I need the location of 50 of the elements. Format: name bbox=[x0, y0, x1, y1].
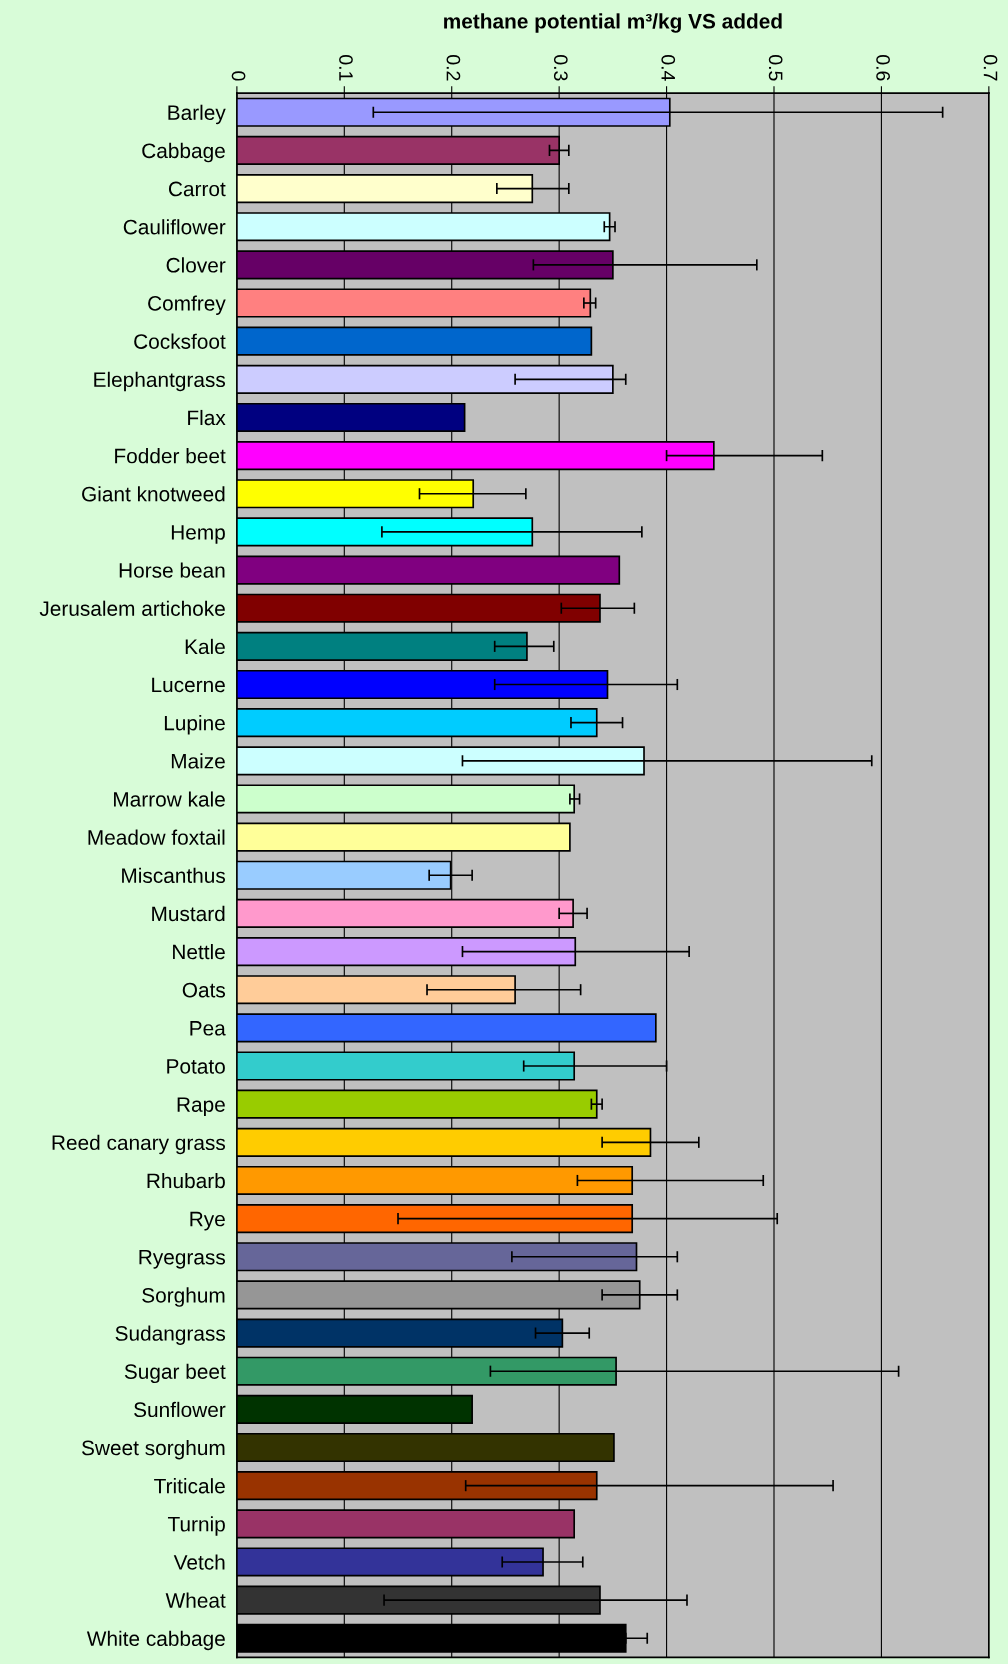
y-tick-label: Sudangrass bbox=[115, 1325, 226, 1345]
y-tick-label: Reed canary grass bbox=[52, 1134, 226, 1155]
y-tick-label: Rye bbox=[190, 1211, 225, 1231]
y-tick-label: Fodder beet bbox=[115, 448, 226, 464]
y-tick-label: Sorghum bbox=[142, 1287, 225, 1307]
y-tick-label: White cabbage bbox=[86, 1630, 225, 1651]
y-tick-label: Rape bbox=[177, 1097, 225, 1117]
y-tick-label: Potato bbox=[167, 1059, 225, 1074]
y-tick-label: Sweet sorghum bbox=[81, 1439, 225, 1460]
y-tick-label: Miscanthus bbox=[122, 867, 226, 884]
y-tick-label: Sugar beet bbox=[124, 1363, 226, 1384]
y-tick-label: Kale bbox=[185, 638, 225, 655]
y-tick-label: Comfrey bbox=[148, 295, 226, 315]
y-tick-label: Rhubarb bbox=[147, 1172, 225, 1189]
y-tick-label: Cauliflower bbox=[123, 219, 226, 235]
x-tick-label: 0.6 bbox=[876, 55, 890, 81]
y-tick-label: Mustard bbox=[152, 905, 225, 922]
y-tick-label: Marrow kale bbox=[114, 791, 225, 807]
y-tick-label: Cocksfoot bbox=[134, 333, 226, 349]
x-tick-label: 0.5 bbox=[768, 55, 783, 81]
y-tick-label: Elephantgrass bbox=[94, 371, 226, 392]
y-tick-label: Carrot bbox=[168, 181, 226, 197]
y-tick-label: Jerusalem artichoke bbox=[39, 600, 225, 616]
y-tick-label: Ryegrass bbox=[139, 1249, 226, 1269]
x-tick-label: 0.4 bbox=[661, 55, 676, 81]
y-tick-label: Sunflower bbox=[134, 1401, 226, 1418]
y-tick-label: Horse bean bbox=[119, 562, 225, 578]
y-tick-label: Clover bbox=[166, 257, 226, 273]
y-tick-label: Maize bbox=[171, 753, 225, 769]
x-tick-label: 0.1 bbox=[339, 55, 353, 81]
y-tick-label: Wheat bbox=[165, 1592, 226, 1608]
x-tick-label: 0.2 bbox=[446, 55, 461, 81]
y-tick-label: Barley bbox=[168, 104, 226, 125]
y-tick-label: Hemp bbox=[171, 525, 225, 544]
y-tick-label: Cabbage bbox=[142, 142, 225, 163]
y-tick-label: Giant knotweed bbox=[82, 486, 225, 502]
y-tick-label: Lucerne bbox=[152, 677, 225, 693]
y-tick-label: Pea bbox=[190, 1021, 226, 1036]
y-tick-label: Nettle bbox=[173, 944, 225, 960]
x-tick-label: 0.3 bbox=[553, 55, 568, 81]
x-tick-label: 0 bbox=[231, 71, 246, 81]
y-tick-label: Meadow foxtail bbox=[88, 829, 225, 845]
y-tick-label: Flax bbox=[188, 409, 226, 426]
y-tick-label: Lupine bbox=[164, 715, 225, 735]
x-tick-label: 0.7 bbox=[983, 55, 998, 81]
chart-title: methane potential m³/kg VS added bbox=[444, 13, 782, 33]
y-tick-label: Turnip bbox=[167, 1516, 225, 1536]
y-tick-label: Vetch bbox=[173, 1554, 225, 1570]
y-tick-label: Oats bbox=[182, 982, 226, 998]
y-tick-label: Triticale bbox=[154, 1478, 225, 1494]
